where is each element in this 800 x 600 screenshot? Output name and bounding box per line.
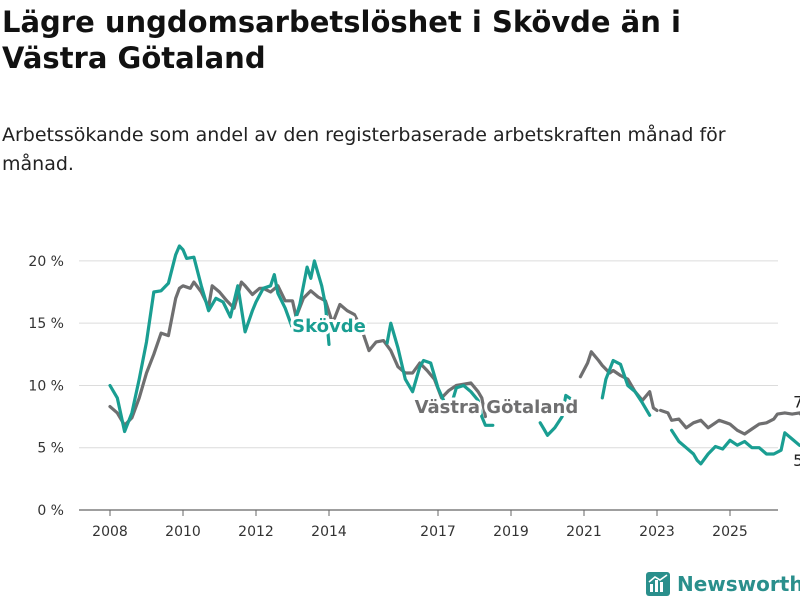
end-label-v-stra-g-taland: 7,2 % (793, 392, 800, 411)
series-line-sk-vde (600, 358, 652, 417)
end-label-sk-vde: 5,7 % (793, 451, 800, 470)
brand-name: Newsworthy (677, 572, 800, 596)
series-label-v-stra-g-taland: Västra Götaland (415, 397, 579, 418)
series-line-v-stra-g-taland (578, 350, 659, 412)
series-line-sk-vde (108, 244, 327, 434)
series-line-sk-vde (670, 428, 800, 466)
series-line-sk-vde (538, 393, 575, 437)
series-label-sk-vde: Skövde (292, 316, 366, 337)
grid-lines (79, 260, 778, 511)
series-layer (108, 244, 800, 466)
series-line-sk-vde (323, 302, 331, 346)
y-tick-label: 10 % (28, 378, 64, 394)
series-labels: 5,7 % 7,2 % Skövde Västra Götaland (289, 313, 800, 470)
x-tick-label: 2014 (311, 524, 347, 540)
series-line-sk-vde (385, 321, 495, 427)
x-tick-label: 2017 (420, 524, 456, 540)
x-tick-label: 2008 (92, 524, 128, 540)
brand-logo: Newsworthy (645, 568, 800, 600)
y-tick-label: 5 % (37, 441, 64, 457)
x-tick-label: 2019 (493, 524, 529, 540)
x-axis: 2008 2010 2012 2014 2017 2019 2021 2023 2025 (92, 510, 748, 540)
x-tick-label: 2021 (566, 524, 602, 540)
series-line-v-stra-g-taland (659, 408, 800, 436)
y-tick-label: 20 % (28, 254, 64, 270)
y-tick-label: 15 % (28, 316, 64, 332)
x-tick-label: 2025 (712, 524, 748, 540)
y-axis-tick-labels: 0 % 5 % 10 % 15 % 20 % (28, 254, 64, 519)
series-line-v-stra-g-taland (108, 280, 487, 427)
bar-chart-icon (646, 572, 670, 596)
x-tick-label: 2010 (165, 524, 201, 540)
chart-subtitle: Arbetssökande som andel av den registerb… (2, 124, 726, 175)
x-tick-label: 2012 (238, 524, 274, 540)
x-tick-label: 2023 (639, 524, 675, 540)
y-tick-label: 0 % (37, 503, 64, 519)
chart-title: Lägre ungdomsarbetslöshet i Skövde än i … (2, 5, 681, 75)
